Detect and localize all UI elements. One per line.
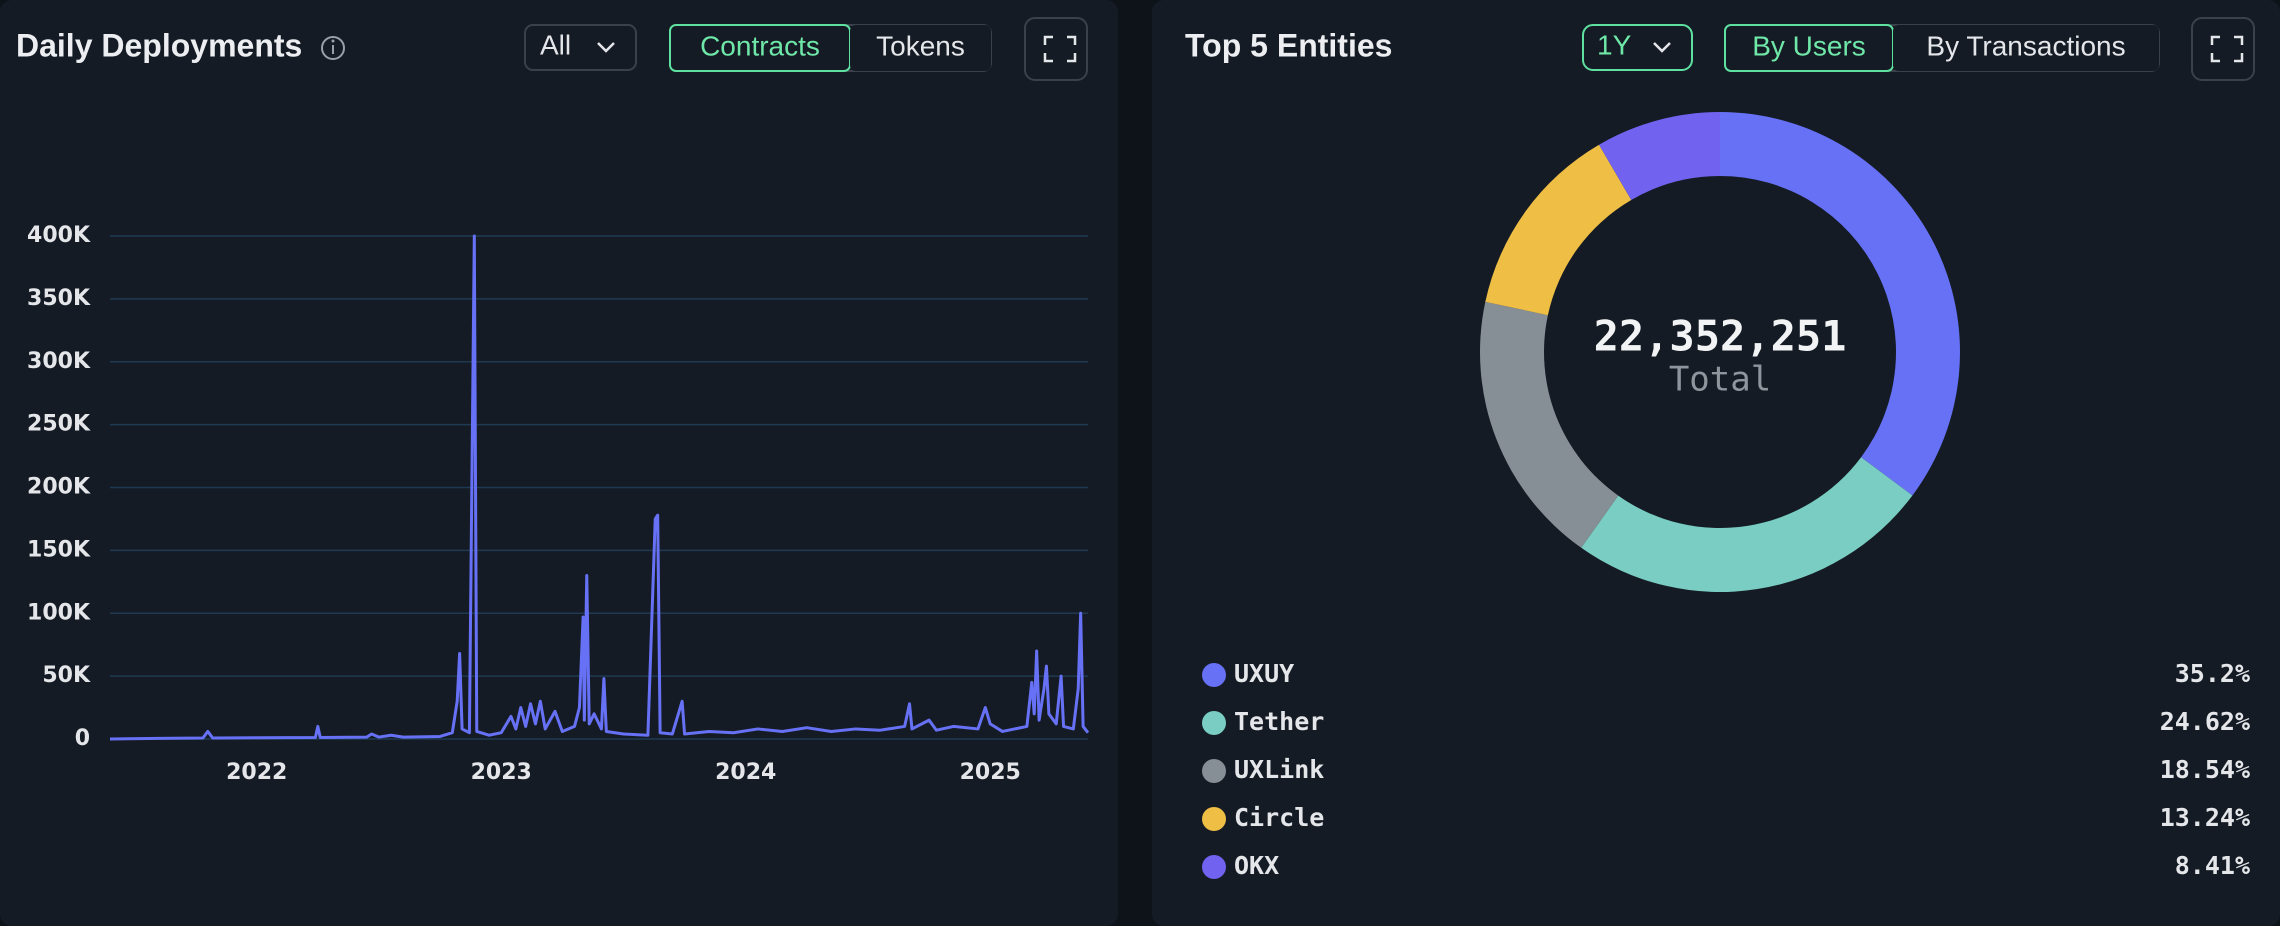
toggle-label: By Users (1752, 30, 1866, 61)
legend-dot (1202, 855, 1226, 879)
info-icon-dot (331, 39, 335, 43)
expand-button[interactable] (2191, 17, 2255, 81)
legend-label: Tether (1234, 707, 1324, 736)
x-tick-label: 2022 (226, 760, 287, 785)
filter-dropdown[interactable] (524, 24, 637, 71)
chart-title: Top 5 Entities (1185, 27, 1392, 63)
toggle-group: Contracts Tokens (669, 24, 992, 72)
expand-button[interactable] (1024, 17, 1088, 81)
legend-dot (1202, 711, 1226, 735)
total-caption: Total (1669, 360, 1771, 400)
y-tick-label: 300K (27, 349, 91, 374)
expand-icon (1043, 35, 1077, 63)
y-tick-label: 350K (27, 286, 91, 311)
legend-label: UXUY (1234, 659, 1294, 688)
donut-slice (1720, 112, 1960, 496)
toggle-label: Contracts (700, 30, 820, 61)
toggle-button[interactable] (850, 25, 991, 71)
y-tick-label: 100K (27, 600, 91, 625)
filter-label: 1Y (1597, 29, 1632, 60)
left-panel (0, 0, 1118, 926)
legend-dot (1202, 663, 1226, 687)
legend-value: 24.62% (2160, 707, 2250, 736)
chevron (1653, 42, 1671, 53)
line-series (109, 234, 1090, 741)
legend-label: Circle (1234, 803, 1324, 832)
donut-slice (1479, 301, 1619, 548)
legend-value: 8.41% (2175, 851, 2250, 880)
expand-icon (2210, 35, 2244, 63)
toggle-button[interactable] (1893, 25, 2159, 71)
legend-label: OKX (1234, 851, 1279, 880)
toggle-group: By Users By Transactions (1724, 24, 2160, 72)
y-tick-label: 400K (27, 223, 91, 248)
donut-slice (1581, 457, 1913, 592)
chart-title: Daily Deployments (16, 27, 302, 63)
legend-value: 13.24% (2160, 803, 2250, 832)
filter-label: All (540, 29, 571, 60)
info-icon[interactable] (321, 36, 345, 60)
legend-dot (1202, 807, 1226, 831)
x-tick-label: 2025 (960, 760, 1021, 785)
x-tick-label: 2024 (715, 760, 776, 785)
chevron (597, 42, 615, 53)
legend-value: 35.2% (2175, 659, 2250, 688)
y-tick-label: 50K (42, 663, 91, 688)
donut-slice (1485, 144, 1632, 316)
legend-label: UXLink (1234, 755, 1324, 784)
y-tick-label: 150K (27, 537, 91, 562)
y-tick-label: 250K (27, 412, 91, 437)
filter-dropdown[interactable] (1582, 24, 1693, 71)
y-tick-label: 0 (75, 726, 90, 751)
legend-dot (1202, 759, 1226, 783)
toggle-label: By Transactions (1926, 30, 2125, 61)
x-tick-label: 2023 (471, 760, 532, 785)
right-panel (1152, 0, 2280, 926)
legend-value: 18.54% (2160, 755, 2250, 784)
toggle-label: Tokens (876, 30, 965, 61)
y-tick-label: 200K (27, 475, 91, 500)
total-value: 22,352,251 (1594, 312, 1847, 361)
donut-slice (1599, 112, 1720, 200)
